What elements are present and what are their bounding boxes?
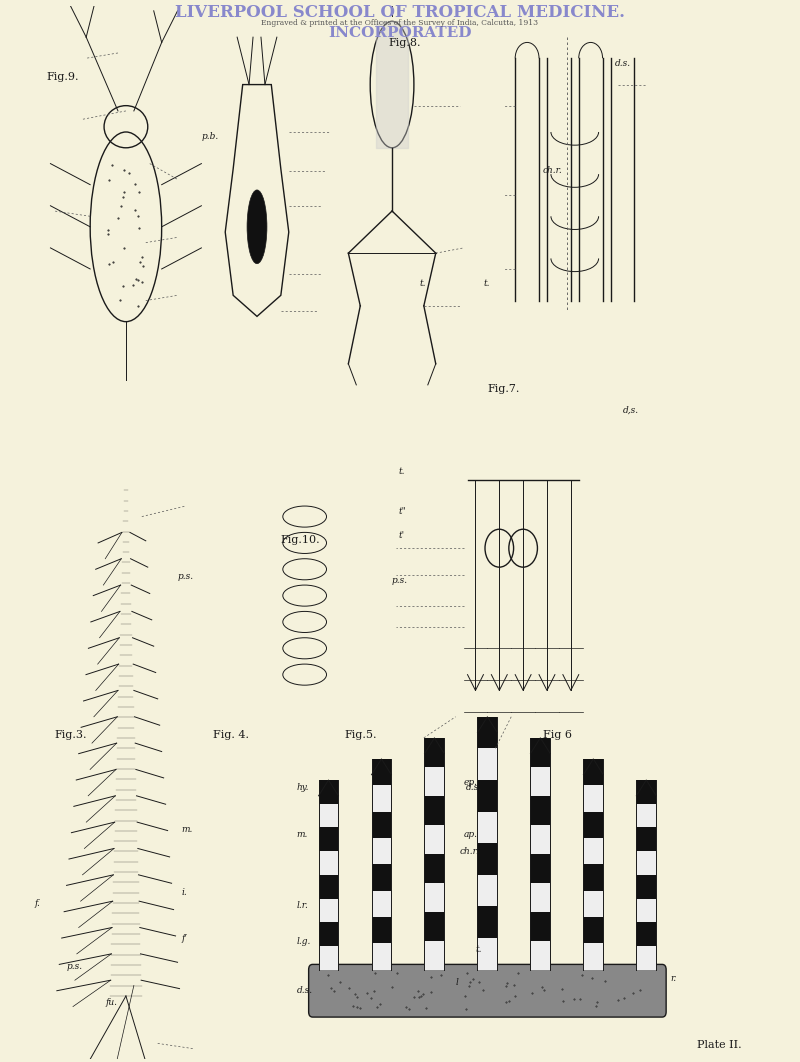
Bar — [530, 911, 550, 941]
Bar — [318, 780, 338, 804]
Bar — [583, 891, 603, 917]
Bar — [530, 883, 550, 911]
Bar — [530, 738, 550, 767]
Bar — [636, 804, 656, 827]
Bar — [583, 917, 603, 943]
Bar — [371, 864, 391, 891]
Bar — [371, 917, 391, 943]
Bar — [636, 875, 656, 898]
Bar — [478, 811, 498, 843]
Bar — [371, 811, 391, 838]
Bar — [530, 941, 550, 970]
Text: t.: t. — [483, 279, 490, 288]
Text: m.: m. — [182, 825, 193, 834]
Bar — [425, 911, 444, 941]
Text: l: l — [456, 978, 458, 987]
Text: d,s.: d,s. — [622, 406, 638, 414]
Bar — [425, 854, 444, 883]
Bar — [636, 922, 656, 946]
Text: Fig 6: Fig 6 — [543, 730, 572, 740]
Bar — [530, 767, 550, 795]
Bar — [478, 749, 498, 780]
Text: INCORPORATED: INCORPORATED — [328, 25, 472, 40]
Text: t.: t. — [398, 467, 405, 476]
Text: i.: i. — [182, 888, 187, 897]
Text: d.s.: d.s. — [614, 59, 630, 68]
Bar — [318, 922, 338, 946]
Text: r.: r. — [670, 974, 676, 982]
Bar — [318, 898, 338, 922]
Text: p.s.: p.s. — [66, 962, 82, 971]
Text: t': t' — [398, 531, 405, 541]
Bar — [530, 795, 550, 825]
Bar — [318, 851, 338, 875]
Text: ch.r.: ch.r. — [543, 167, 562, 175]
Bar — [425, 825, 444, 854]
Bar — [371, 785, 391, 811]
Bar — [478, 843, 498, 875]
Text: ch.r.: ch.r. — [459, 847, 479, 856]
Bar — [478, 780, 498, 811]
Text: Plate II.: Plate II. — [697, 1041, 742, 1050]
Text: l.g.: l.g. — [297, 937, 311, 946]
Bar — [636, 780, 656, 804]
Text: Fig.7.: Fig.7. — [487, 384, 520, 394]
Text: l.r.: l.r. — [297, 901, 309, 910]
Bar — [425, 738, 444, 767]
Text: f': f' — [182, 933, 187, 943]
Bar — [425, 767, 444, 795]
Text: Engraved & printed at the Offices of the Survey of India, Calcutta, 1913: Engraved & printed at the Offices of the… — [262, 19, 538, 28]
Bar — [478, 875, 498, 907]
Bar — [583, 785, 603, 811]
Bar — [318, 804, 338, 827]
Text: m.: m. — [297, 830, 308, 839]
Ellipse shape — [247, 190, 267, 263]
Bar — [583, 759, 603, 785]
Text: Fig.10.: Fig.10. — [281, 535, 321, 545]
Bar — [478, 907, 498, 938]
Text: p.s.: p.s. — [392, 577, 408, 585]
Text: p.b.: p.b. — [202, 132, 218, 140]
Text: f.: f. — [34, 898, 41, 908]
Text: Fig. 4.: Fig. 4. — [214, 730, 250, 740]
Bar — [318, 827, 338, 851]
Text: d.s.: d.s. — [466, 783, 482, 792]
Bar — [583, 943, 603, 970]
Bar — [530, 854, 550, 883]
Text: Fig.9.: Fig.9. — [46, 72, 79, 82]
Text: ap.: ap. — [463, 830, 478, 839]
Bar — [583, 864, 603, 891]
Bar — [478, 938, 498, 970]
Bar — [425, 795, 444, 825]
Text: fu.: fu. — [106, 998, 118, 1007]
Bar — [318, 875, 338, 898]
Text: Fig.5.: Fig.5. — [344, 730, 377, 740]
Text: Fig.8.: Fig.8. — [388, 38, 421, 49]
Bar — [425, 941, 444, 970]
Bar — [371, 759, 391, 785]
Text: t": t" — [398, 507, 406, 516]
Text: p.s.: p.s. — [178, 572, 194, 581]
Text: d.s.: d.s. — [297, 987, 313, 995]
Bar — [371, 943, 391, 970]
Bar — [318, 946, 338, 970]
Text: t.: t. — [475, 945, 482, 954]
Bar — [425, 883, 444, 911]
Bar — [583, 811, 603, 838]
Bar — [371, 891, 391, 917]
Bar — [530, 825, 550, 854]
Bar — [636, 946, 656, 970]
Text: LIVERPOOL SCHOOL OF TROPICAL MEDICINE.: LIVERPOOL SCHOOL OF TROPICAL MEDICINE. — [175, 4, 625, 21]
Text: t.: t. — [420, 279, 426, 288]
Bar — [636, 827, 656, 851]
Bar — [371, 838, 391, 864]
Bar — [478, 717, 498, 749]
Bar — [636, 851, 656, 875]
FancyBboxPatch shape — [309, 964, 666, 1017]
Text: ep.: ep. — [463, 777, 478, 787]
Bar — [636, 898, 656, 922]
Text: hy.: hy. — [297, 783, 310, 792]
Bar — [583, 838, 603, 864]
Text: Fig.3.: Fig.3. — [54, 730, 87, 740]
